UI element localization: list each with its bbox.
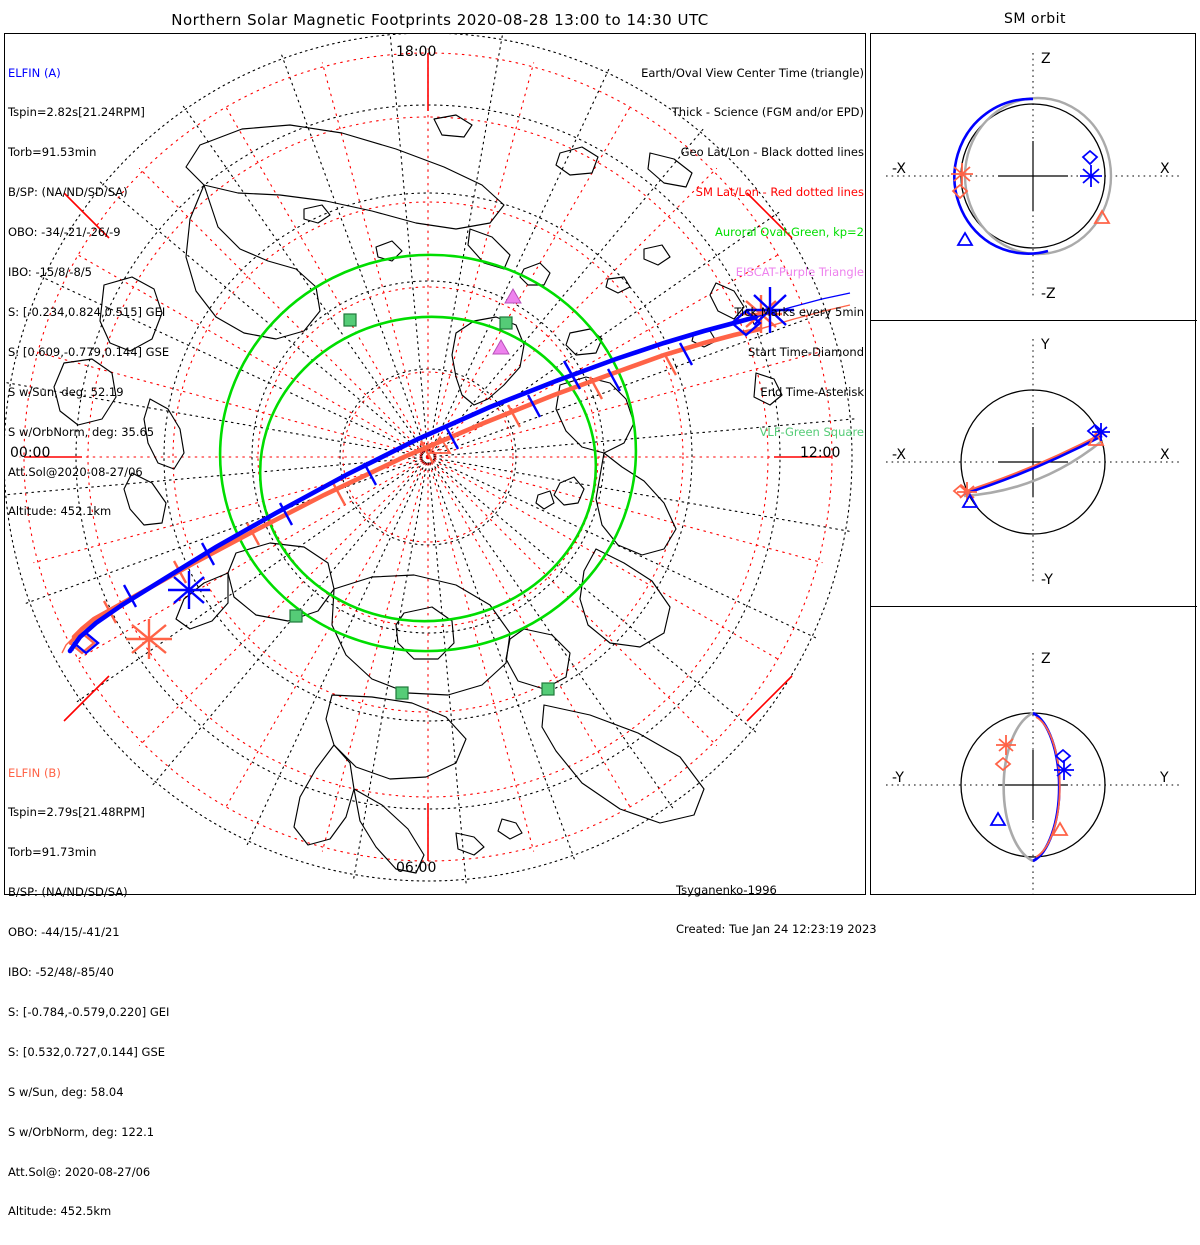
orbit-axis-label-xy-top: Y <box>1040 337 1050 353</box>
orbit-divider-2 <box>871 606 1197 607</box>
screenshot-root: Northern Solar Magnetic Footprints 2020-… <box>4 11 1197 1218</box>
elfin-a-track <box>67 287 851 655</box>
orbit-axis-label-xy-left: -X <box>892 447 906 463</box>
elfin-b-line-9: Att.Sol@: 2020-08-27/06 <box>8 1164 151 1179</box>
mlt-label-12: 12:00 <box>800 445 841 461</box>
elfin-a-center-marker <box>168 571 210 609</box>
orbit-axis-label-xy-right: X <box>1160 447 1170 463</box>
orbit-panels: -X X Z -Z <box>870 33 1196 895</box>
elfin-a-line-3: OBO: -34/-21/-26/-9 <box>8 225 121 240</box>
orbit-markers-a-yz <box>989 748 1074 826</box>
elfin-a-header: ELFIN (A) <box>8 65 61 80</box>
vlf-squares <box>289 313 555 700</box>
legend: Earth/Oval View Center Time (triangle) T… <box>566 40 864 466</box>
page-title: Northern Solar Magnetic Footprints 2020-… <box>171 11 709 29</box>
legend-item-5: EISCAT-Purple Triangle <box>735 265 864 280</box>
elfin-a-line-5: S: [-0.234,0.824,0.515] GEI <box>8 304 166 319</box>
orbit-axis-label-xz-left: -X <box>892 161 906 177</box>
orbit-axis-label-yz-top: Z <box>1041 651 1051 667</box>
elfin-b-center-marker <box>126 619 172 659</box>
elfin-a-line-1: Torb=91.53min <box>8 145 97 160</box>
elfin-a-info-block: ELFIN (A) Tspin=2.82s[21.24RPM] Torb=91.… <box>8 40 169 545</box>
elfin-b-line-2: B/SP: (NA/ND/SD/SA) <box>8 885 128 900</box>
elfin-b-header: ELFIN (B) <box>8 765 61 780</box>
mlt-label-18: 18:00 <box>396 44 437 60</box>
elfin-a-end-marker <box>746 287 794 333</box>
elfin-a-line-7: S w/Sun, deg: 52.19 <box>8 384 124 399</box>
legend-item-7: Start Time-Diamond <box>748 344 864 359</box>
orbit-panel-title: SM orbit <box>1003 11 1066 27</box>
orbit-axis-label-yz-left: -Y <box>892 770 904 786</box>
orbit-axis-label-xy-bottom: -Y <box>1041 572 1053 588</box>
geo-graticule <box>4 33 857 886</box>
elfin-b-start-marker <box>68 631 96 655</box>
elfin-b-line-4: IBO: -52/48/-85/40 <box>8 965 114 980</box>
eiscat-triangles <box>492 287 522 355</box>
mlt-label-00: 00:00 <box>10 445 51 461</box>
orbit-markers-b-xz <box>951 163 1111 224</box>
orbit-axis-label-xz-right: X <box>1160 161 1170 177</box>
elfin-a-line-0: Tspin=2.82s[21.24RPM] <box>8 105 145 120</box>
elfin-a-line-2: B/SP: (NA/ND/SD/SA) <box>8 185 128 200</box>
orbit-divider-1 <box>871 320 1197 321</box>
coastlines <box>53 114 783 874</box>
elfin-b-line-0: Tspin=2.79s[21.48RPM] <box>8 805 145 820</box>
legend-item-0: Earth/Oval View Center Time (triangle) <box>641 65 864 80</box>
orbit-markers-a-xz <box>956 149 1102 246</box>
created-timestamp: Created: Tue Jan 24 12:23:19 2023 <box>676 922 877 937</box>
elfin-a-line-9: Att.Sol@2020-08-27/06 <box>8 464 143 479</box>
orbit-axis-label-yz-right: Y <box>1159 770 1169 786</box>
orbit-markers-b-yz <box>994 735 1069 836</box>
elfin-a-end-diamond <box>730 309 762 337</box>
legend-item-8: End Time-Asterisk <box>760 384 864 399</box>
elfin-a-line-8: S w/OrbNorm, deg: 35.65 <box>8 424 155 439</box>
orbit-axis-label-xz-bottom: -Z <box>1041 286 1056 302</box>
orbit-panel-xy: -X X Y -Y <box>886 337 1180 588</box>
auroral-oval <box>218 253 638 653</box>
elfin-b-line-3: OBO: -44/15/-41/21 <box>8 925 120 940</box>
orbit-panel-yz: -Y Y Z -Z <box>886 651 1180 895</box>
sm-axis-ticks <box>24 53 832 861</box>
elfin-a-line-4: IBO: -15/8/-8/5 <box>8 265 92 280</box>
legend-item-9: VLF-Green Square <box>759 424 864 439</box>
model-name: Tsyganenko-1996 <box>676 882 777 897</box>
elfin-a-line-6: S: [0.609,-0.779,0.144] GSE <box>8 344 170 359</box>
legend-item-6: Tick Marks every 5min <box>734 304 864 319</box>
elfin-b-line-10: Altitude: 452.5km <box>8 1204 112 1219</box>
elfin-b-view-center-marker <box>428 435 452 454</box>
orbit-markers-a-xy <box>961 423 1110 508</box>
legend-item-3: SM Lat/Lon - Red dotted lines <box>695 185 864 200</box>
elfin-b-line-7: S w/Sun, deg: 58.04 <box>8 1084 124 1099</box>
orbit-panel-xz: -X X Z -Z <box>886 51 1180 302</box>
legend-item-1: Thick - Science (FGM and/or EPD) <box>671 105 864 120</box>
mlt-label-06: 06:00 <box>396 860 437 876</box>
elfin-b-info-block: ELFIN (B) Tspin=2.79s[21.48RPM] Torb=91.… <box>8 740 169 1245</box>
elfin-b-line-8: S w/OrbNorm, deg: 122.1 <box>8 1124 155 1139</box>
elfin-b-line-1: Torb=91.73min <box>8 845 97 860</box>
orbit-axis-label-xz-top: Z <box>1041 51 1051 67</box>
polar-map <box>4 33 866 895</box>
legend-item-4: Auroral Oval-Green, kp=2 <box>714 225 864 240</box>
legend-item-2: Geo Lat/Lon - Black dotted lines <box>680 145 864 160</box>
elfin-a-start-marker <box>72 631 100 655</box>
footer: Tsyganenko-1996 Created: Tue Jan 24 12:2… <box>676 857 877 963</box>
elfin-a-line-10: Altitude: 452.1km <box>8 504 112 519</box>
elfin-b-line-6: S: [0.532,0.727,0.144] GSE <box>8 1044 166 1059</box>
elfin-b-line-5: S: [-0.784,-0.579,0.220] GEI <box>8 1004 170 1019</box>
